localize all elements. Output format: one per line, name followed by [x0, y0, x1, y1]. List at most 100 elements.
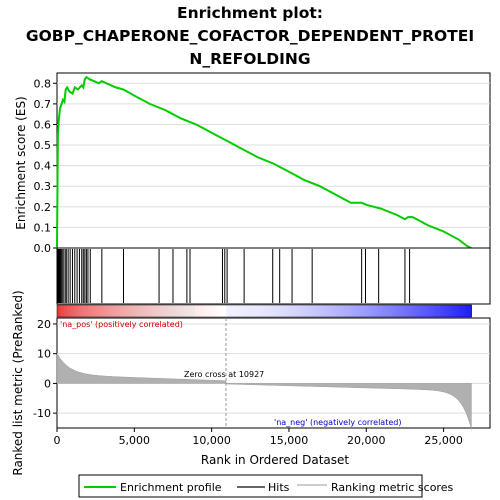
- rank-bar-segment: [467, 305, 472, 317]
- rank-bar-segment: [454, 305, 459, 317]
- zero-cross-label: Zero cross at 10927: [184, 370, 264, 379]
- rank-bar-segment: [305, 305, 310, 317]
- es-y-tick-label: 0.4: [34, 160, 52, 173]
- rank-bar-segment: [143, 305, 148, 317]
- rank-bar-segment: [139, 305, 144, 317]
- rank-bar-segment: [63, 305, 68, 317]
- rank-bar-segment: [322, 305, 327, 317]
- rank-bar-segment: [122, 305, 127, 317]
- rank-bar-segment: [70, 305, 75, 317]
- rank-bar-segment: [457, 305, 462, 317]
- legend-enrichment-label: Enrichment profile: [120, 481, 222, 494]
- rank-bar-segment: [236, 305, 241, 317]
- rank-bar-segment: [233, 305, 237, 317]
- title-line-3: N_REFOLDING: [189, 50, 311, 68]
- metric-y-tick-label: 0: [44, 377, 51, 390]
- es-y-tick-label: 0.6: [34, 118, 52, 131]
- rank-bar-segment: [316, 305, 320, 317]
- rank-bar-segment: [385, 305, 389, 317]
- rank-bar-segment: [392, 305, 396, 317]
- rank-bar-segment: [115, 305, 120, 317]
- rank-bar-segment: [177, 305, 182, 317]
- metric-y-tick-label: -10: [33, 407, 51, 420]
- rank-bar-segment: [354, 305, 358, 317]
- rank-bar-segment: [84, 305, 89, 317]
- rank-bar-segment: [291, 305, 296, 317]
- rank-bar-segment: [98, 305, 103, 317]
- rank-bar-segment: [119, 305, 124, 317]
- rank-bar-segment: [219, 305, 224, 317]
- rank-bar-segment: [274, 305, 279, 317]
- rank-bar-segment: [429, 305, 434, 317]
- rank-bar-segment: [257, 305, 262, 317]
- metric-y-tick-label: 10: [37, 348, 51, 361]
- rank-bar-segment: [105, 305, 110, 317]
- rank-bar-segment: [198, 305, 203, 317]
- rank-bar-segment: [132, 305, 137, 317]
- rank-bar-segment: [253, 305, 258, 317]
- x-tick-label: 5,000: [119, 434, 151, 447]
- rank-bar-segment: [188, 305, 193, 317]
- rank-bar-segment: [101, 305, 106, 317]
- rank-bar-segment: [381, 305, 386, 317]
- x-tick-label: 15,000: [270, 434, 309, 447]
- rank-bar-segment: [419, 305, 424, 317]
- rank-bar-segment: [108, 305, 113, 317]
- rank-bar-segment: [153, 305, 158, 317]
- rank-bar-segment: [440, 305, 445, 317]
- rank-bar-outline: [56, 304, 472, 318]
- rank-bar-segment: [267, 305, 272, 317]
- rank-bar-segment: [364, 305, 369, 317]
- es-panel-frame: [56, 72, 491, 249]
- rank-bar-segment: [88, 305, 92, 317]
- rank-bar-segment: [74, 305, 79, 317]
- rank-bar-segment: [181, 305, 186, 317]
- rank-bar-segment: [347, 305, 351, 317]
- rank-bar-segment: [405, 305, 410, 317]
- hits-panel-frame: [56, 247, 491, 305]
- rank-bar-segment: [378, 305, 383, 317]
- rank-bar-segment: [278, 305, 282, 317]
- rank-bar-segment: [129, 305, 134, 317]
- x-tick-label: 10,000: [192, 434, 231, 447]
- rank-bar-segment: [302, 305, 307, 317]
- rank-bar-segment: [284, 305, 289, 317]
- rank-bar-segment: [367, 305, 372, 317]
- rank-bar-segment: [371, 305, 376, 317]
- rank-bar-segment: [271, 305, 275, 317]
- x-tick-label: 0: [54, 434, 61, 447]
- rank-bar-segment: [412, 305, 417, 317]
- rank-bar-segment: [250, 305, 255, 317]
- rank-bar-segment: [426, 305, 431, 317]
- title-line-2: GOBP_CHAPERONE_COFACTOR_DEPENDENT_PROTEI: [25, 27, 475, 45]
- es-y-tick-label: 0.1: [34, 221, 52, 234]
- rank-bar-segment: [170, 305, 175, 317]
- negative-correlation-label: 'na_neg' (negatively correlated): [274, 418, 401, 427]
- rank-bar-segment: [57, 305, 61, 317]
- x-axis-label: Rank in Ordered Dataset: [201, 453, 349, 467]
- rank-bar-segment: [443, 305, 448, 317]
- rank-bar-segment: [395, 305, 400, 317]
- rank-bar-segment: [243, 305, 248, 317]
- rank-bar-segment: [77, 305, 82, 317]
- rank-bar-segment: [340, 305, 345, 317]
- rank-bar-segment: [450, 305, 455, 317]
- rank-bar-segment: [195, 305, 200, 317]
- rank-bar-segment: [461, 305, 465, 317]
- es-y-tick-label: 0.8: [34, 77, 52, 90]
- rank-bar-segment: [436, 305, 441, 317]
- rank-bar-segment: [160, 305, 165, 317]
- rank-bar-segment: [167, 305, 172, 317]
- rank-bar-segment: [288, 305, 293, 317]
- rank-bar-segment: [229, 305, 234, 317]
- es-y-tick-label: 0.2: [34, 201, 52, 214]
- rank-bar-segment: [150, 305, 155, 317]
- rank-bar-segment: [295, 305, 300, 317]
- rank-bar-segment: [184, 305, 189, 317]
- rank-bar-segment: [205, 305, 210, 317]
- rank-bar-segment: [333, 305, 338, 317]
- rank-bar-segment: [374, 305, 379, 317]
- rank-bar-segment: [81, 305, 86, 317]
- rank-bar-segment: [260, 305, 265, 317]
